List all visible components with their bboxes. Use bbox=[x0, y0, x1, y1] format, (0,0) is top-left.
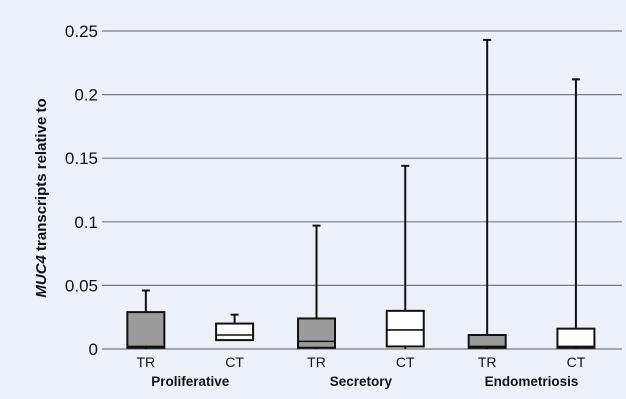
gridlines bbox=[102, 30, 622, 350]
box-body bbox=[556, 327, 596, 349]
x-tick-label: CT bbox=[225, 354, 244, 370]
box-endometriosis-tr bbox=[467, 38, 507, 349]
y-axis-title-gene: MUC4 bbox=[33, 254, 50, 297]
box-endometriosis-ct bbox=[556, 78, 596, 349]
y-tick-label: 0.15 bbox=[65, 149, 98, 168]
x-tick-label: CT bbox=[567, 354, 586, 370]
box-body bbox=[126, 311, 166, 349]
box-body bbox=[297, 317, 337, 349]
x-tick-label: TR bbox=[478, 354, 497, 370]
box-secretory-tr bbox=[297, 224, 337, 349]
x-tick-label: CT bbox=[396, 354, 415, 370]
y-tick-label: 0.1 bbox=[74, 213, 98, 232]
y-tick-label: 0.25 bbox=[65, 22, 98, 41]
box-proliferative-tr bbox=[126, 289, 166, 349]
y-tick-labels: 0 0.05 0.1 0.15 0.2 0.25 bbox=[65, 22, 98, 359]
boxes bbox=[126, 38, 596, 349]
box-body bbox=[467, 334, 507, 349]
x-tick-label: TR bbox=[137, 354, 156, 370]
x-tick-label: TR bbox=[307, 354, 326, 370]
box-proliferative-ct bbox=[215, 313, 255, 342]
y-tick-label: 0 bbox=[89, 340, 98, 359]
y-tick-label: 0.05 bbox=[65, 276, 98, 295]
y-tick-label: 0.2 bbox=[74, 86, 98, 105]
group-label: Secretory bbox=[330, 374, 393, 389]
y-axis-title: MUC4 transcripts relative to bbox=[33, 98, 50, 297]
box-secretory-ct bbox=[385, 164, 425, 349]
box-body bbox=[215, 322, 255, 342]
group-label: Proliferative bbox=[151, 374, 230, 389]
box-body bbox=[385, 309, 425, 348]
group-label: Endometriosis bbox=[485, 374, 579, 389]
y-axis-title-rest: transcripts relative to bbox=[33, 98, 50, 255]
